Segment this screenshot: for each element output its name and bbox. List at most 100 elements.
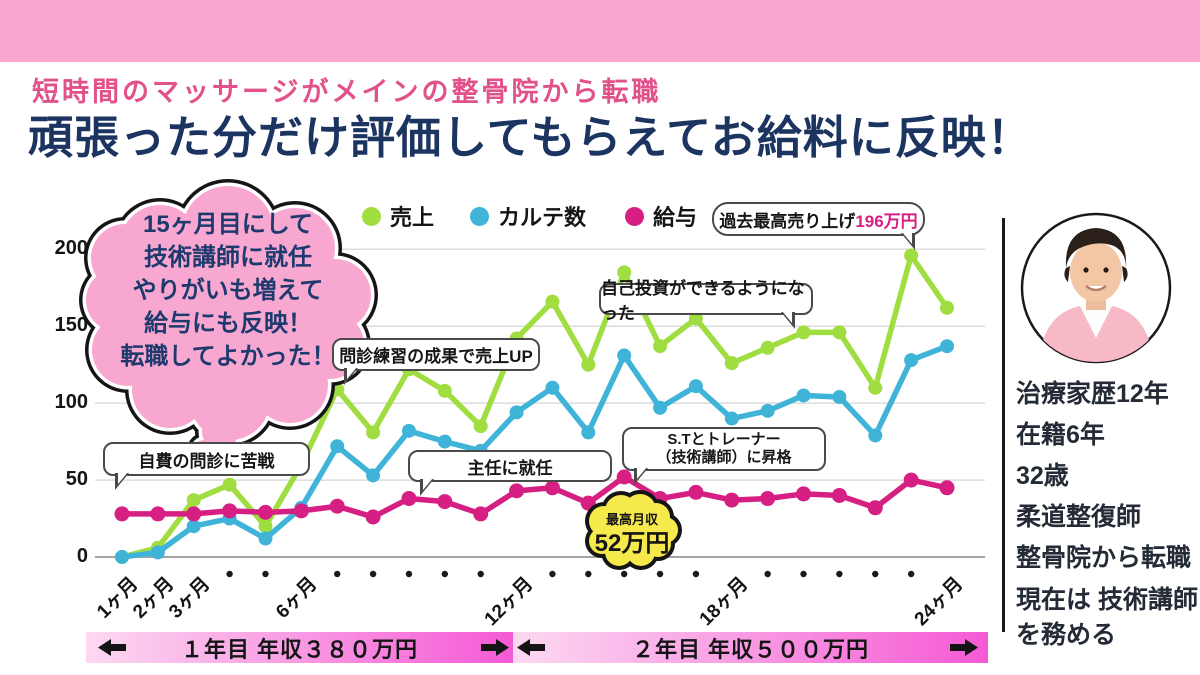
speech-bubble-cloud-shape (202, 414, 238, 450)
data-point-カルテ数-month-24 (940, 339, 955, 354)
data-point-カルテ数-month-18 (724, 411, 739, 426)
data-point-カルテ数-month-21 (832, 389, 847, 404)
data-point-売上-month-15 (617, 265, 632, 280)
data-point-給与-month-17 (688, 484, 704, 500)
data-point-売上-month-19 (760, 340, 775, 355)
y-axis-label: 200 (54, 237, 88, 260)
data-point-カルテ数-month-16 (653, 400, 668, 415)
annotation-interview-practice: 問診練習の成果で売上UP (332, 338, 540, 385)
x-axis-tick-dot (585, 570, 592, 578)
data-point-売上-month-16 (653, 339, 668, 354)
data-point-売上-month-23 (904, 248, 919, 263)
testimonial-speech-bubble: 15ヶ月目にして 技術講師に就任 やりがいも増えて 給与にも反映！ 転職してよか… (98, 208, 358, 373)
x-axis-tick-dot (907, 570, 915, 578)
data-point-売上-month-21 (832, 325, 847, 340)
y-axis-label: 0 (76, 545, 88, 567)
record-sales-value: 196万円 (855, 211, 918, 231)
data-point-売上-month-17 (688, 311, 703, 326)
annotation-tail (902, 232, 912, 244)
data-point-カルテ数-month-1 (115, 550, 129, 564)
data-point-給与-month-18 (724, 492, 740, 508)
salary-legend-dot-icon (625, 206, 644, 226)
x-axis-tick-dot (226, 570, 233, 578)
annotation-self-pay-struggle: 自費の問診に苦戦 (103, 442, 310, 490)
data-point-カルテ数-month-19 (760, 403, 775, 418)
data-point-給与-month-3 (186, 506, 202, 522)
annotation-tail (347, 367, 357, 379)
annotation-tail (637, 467, 647, 479)
data-point-売上-month-5 (258, 519, 273, 534)
annotation-tail (118, 472, 128, 484)
data-point-給与-month-20 (796, 486, 812, 502)
max-salary-badge-shape (631, 510, 669, 548)
speech-bubble-cloud-shape (212, 242, 344, 374)
x-axis-tick-dot (262, 570, 269, 578)
annotation-st-trainer-promotion: S.Tとトレーナー （技術講師）に昇格 (622, 427, 826, 485)
x-axis-tick-dot (656, 570, 664, 578)
page-title: 頑張った分だけ評価してもらえてお給料に反映！ (28, 112, 1033, 163)
x-axis-tick-dot (477, 570, 484, 578)
data-point-給与-month-21 (831, 487, 847, 503)
top-banner (0, 0, 1200, 62)
data-point-給与-month-10 (437, 494, 453, 510)
x-axis-tick-dot (872, 570, 879, 578)
data-point-給与-month-15 (616, 469, 632, 485)
data-point-売上-month-3 (186, 493, 201, 508)
data-point-売上-month-14 (581, 357, 596, 372)
data-point-給与-month-5 (257, 504, 273, 520)
data-point-給与-month-8 (365, 509, 381, 525)
sales-legend-dot-icon (362, 206, 381, 226)
bubble-line: 給与にも反映！ (144, 310, 312, 337)
x-axis-tick-dot (764, 570, 771, 578)
data-point-カルテ数-month-2 (150, 545, 165, 560)
data-point-カルテ数-month-7 (330, 439, 345, 454)
bubble-line: 技術講師に就任 (144, 244, 312, 271)
data-point-カルテ数-month-8 (366, 468, 381, 483)
annotation-tail (782, 311, 792, 323)
profile-current-role-2: を務める (1016, 621, 1117, 649)
x-axis-tick-dot (334, 570, 341, 578)
data-point-給与-month-22 (867, 500, 883, 516)
data-point-売上-month-8 (366, 425, 381, 440)
annotation-text: 自費の問診に苦戦 (138, 451, 275, 471)
bubble-line: 転職してよかった！ (120, 343, 336, 370)
profile-age: 32歳 (1016, 462, 1069, 490)
data-point-売上-month-20 (796, 325, 811, 340)
bubble-line: 15ヶ月目にして (143, 211, 313, 238)
x-axis-tick-dot (692, 570, 700, 578)
year1-income-text: １年目 年収３８０万円 (180, 636, 419, 662)
right-arrow-icon (481, 639, 509, 656)
annotation-text: S.Tとトレーナー (667, 431, 781, 448)
sidebar-divider (1002, 218, 1005, 632)
page-subtitle: 短時間のマッサージがメインの整骨院から転職 (32, 77, 662, 107)
profile-license: 柔道整復師 (1016, 503, 1142, 531)
profile-current-role: 現在は 技術講師 (1016, 586, 1198, 614)
data-point-カルテ数-month-3 (186, 519, 201, 534)
data-point-カルテ数-month-23 (904, 353, 919, 368)
x-axis-tick-dot (405, 570, 413, 578)
x-axis-tick-dot (549, 570, 556, 578)
data-point-給与-month-13 (544, 480, 560, 496)
legend-label: 給与 (653, 205, 698, 230)
annual-income-timeline: １年目 年収３８０万円 ２年目 年収５００万円 (86, 632, 988, 663)
x-axis-tick-dot (836, 570, 843, 578)
data-point-給与-month-1 (114, 506, 130, 522)
annotation-promoted-chief: 主任に就任 (408, 450, 612, 496)
profile-photo (1020, 212, 1172, 364)
series-line-給与 (119, 474, 950, 520)
data-point-カルテ数-month-20 (796, 388, 811, 403)
annotation-text: 自己投資ができるようになった (601, 279, 805, 323)
data-point-給与-month-2 (150, 506, 166, 522)
data-point-カルテ数-month-10 (437, 434, 452, 449)
year1-income-bar: １年目 年収３８０万円 (86, 632, 513, 663)
data-point-給与-month-11 (473, 506, 489, 522)
data-point-売上-month-10 (437, 383, 452, 398)
data-point-売上-month-18 (724, 356, 739, 371)
profile-previous-job: 整骨院から転職 (1016, 544, 1192, 572)
data-point-売上-month-4 (222, 477, 237, 492)
data-point-給与-month-4 (222, 503, 238, 519)
x-axis-tick-dot (441, 570, 449, 578)
profile-tenure: 在籍6年 (1016, 421, 1105, 449)
